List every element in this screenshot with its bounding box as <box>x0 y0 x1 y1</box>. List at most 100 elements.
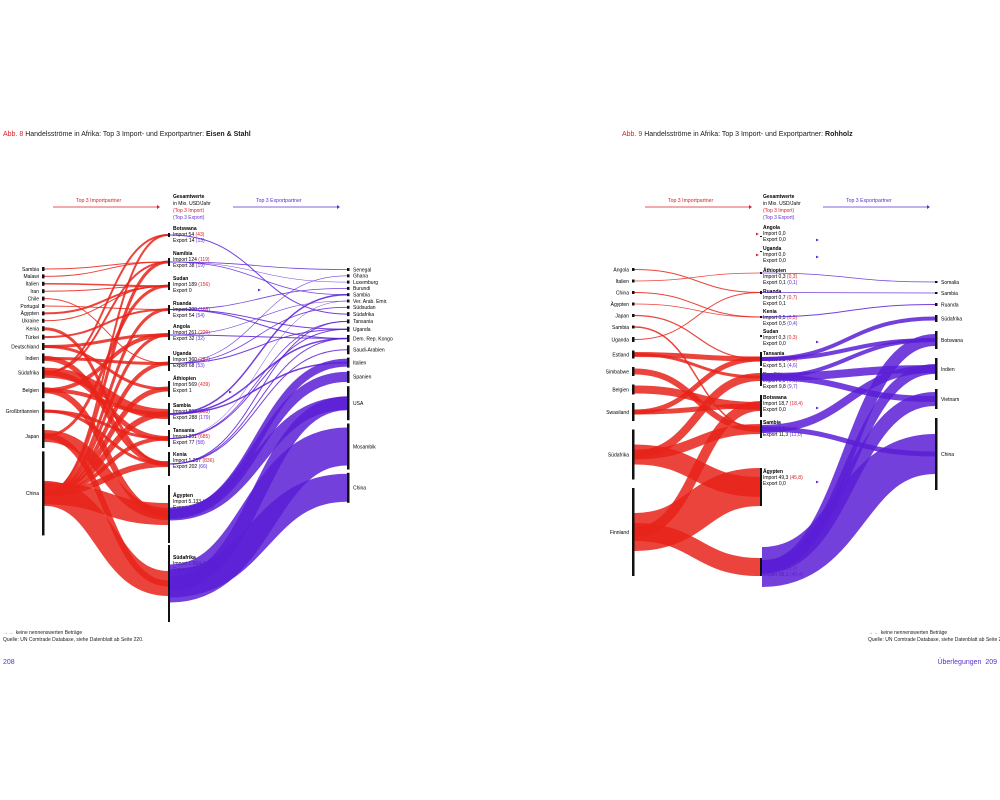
export-top3: (53) <box>196 363 205 369</box>
country-bar <box>760 291 762 294</box>
import-top3: (685) <box>198 434 210 440</box>
export-top3: (179) <box>199 415 211 421</box>
country-bar <box>760 420 762 438</box>
center-header-export: (Top 3 Export) <box>763 215 795 221</box>
export-partner-bar <box>935 418 938 490</box>
country-export: Export 0,1 <box>763 301 786 307</box>
country-name: Ägypten <box>173 492 193 499</box>
export-arrow-label: Top 3 Exportpartner <box>256 198 302 204</box>
import-top3: (18,4) <box>790 401 803 407</box>
export-flow <box>761 272 936 283</box>
export-flow <box>761 364 936 572</box>
export-partner-label: Sambia <box>941 291 958 297</box>
country-import: Import 189 (156) <box>173 282 210 288</box>
export-flow <box>169 288 348 310</box>
import-partner-label: Simbabwe <box>606 369 630 375</box>
country-name: Ägypten <box>763 468 783 475</box>
import-flow <box>634 292 761 318</box>
import-partner-bar <box>632 403 635 421</box>
country-import: Import 49,3 (45,8) <box>763 475 803 481</box>
import-partner-label: Ägypten <box>21 310 40 317</box>
export-flow <box>169 338 348 465</box>
import-flow <box>634 269 761 293</box>
export-top3: (66) <box>199 464 208 470</box>
import-flow <box>44 308 169 339</box>
import-partner-bar <box>42 318 45 323</box>
import-flow <box>44 298 169 364</box>
import-partner-bar <box>632 337 635 342</box>
zero-value-arrow-icon <box>816 238 819 242</box>
country-export: Export 0,0 <box>763 481 786 487</box>
country-bar <box>168 233 170 237</box>
import-partner-label: China <box>616 290 629 296</box>
import-partner-label: Malawi <box>23 274 39 280</box>
country-bar <box>168 330 170 340</box>
export-partner-bar <box>347 319 350 324</box>
country-export: Export 0,0 <box>763 407 786 413</box>
country-name: Sudan <box>173 276 188 282</box>
country-name: Tansania <box>173 428 195 434</box>
zero-value-arrow-icon <box>816 340 819 344</box>
country-name: Namibia <box>173 251 193 257</box>
import-partner-bar <box>632 268 635 271</box>
export-top3: (32) <box>196 336 205 342</box>
export-top3: (19) <box>196 263 205 269</box>
zero-value-arrow-icon <box>816 406 819 410</box>
export-partner-label: China <box>353 486 366 492</box>
export-flow <box>169 328 348 364</box>
import-partner-label: Japan <box>25 434 39 440</box>
export-partner-bar <box>347 305 350 309</box>
export-partner-bar <box>347 345 350 355</box>
import-flow <box>634 303 761 318</box>
export-flow <box>169 334 348 339</box>
export-partner-bar <box>935 292 938 294</box>
export-partner-bar <box>935 281 938 283</box>
export-partner-bar <box>347 286 350 290</box>
export-arrow-head-icon <box>927 205 930 209</box>
country-import: Import 54 (43) <box>173 232 205 238</box>
zero-value-arrow-icon <box>756 232 759 236</box>
country-name: Uganda <box>173 351 192 357</box>
country-export: Export 0,0 <box>763 237 786 243</box>
country-bar <box>168 282 170 290</box>
export-flow <box>169 320 348 465</box>
export-partner-label: Südafrika <box>941 316 962 322</box>
import-partner-label: Belgien <box>22 388 39 394</box>
export-partner-label: Burundi <box>353 286 370 292</box>
chart-title-abb8: Abb. 8 Handelsströme in Afrika: Top 3 Im… <box>3 131 251 138</box>
export-flow <box>169 309 348 339</box>
export-partner-label: Tansania <box>353 319 373 325</box>
import-partner-bar <box>632 279 635 283</box>
country-export: Export 5,1 (4,6) <box>763 363 798 369</box>
import-arrow-head-icon <box>749 205 752 209</box>
chart-title-abb9: Abb. 9 Handelsströme in Afrika: Top 3 Im… <box>622 131 853 138</box>
import-partner-bar <box>42 304 45 308</box>
export-partner-bar <box>347 299 350 303</box>
import-top3: (439) <box>198 382 210 388</box>
country-export: Export 0,1 (0,1) <box>763 280 798 286</box>
export-flow <box>169 337 348 415</box>
country-bar <box>760 335 762 337</box>
import-partner-bar <box>42 296 45 301</box>
country-bar <box>168 258 170 266</box>
export-flow <box>169 261 348 283</box>
import-partner-label: Südafrika <box>608 452 629 458</box>
import-flow <box>634 292 761 340</box>
export-partner-label: Ver. Arab. Emir. <box>353 299 387 305</box>
country-import: Import 18,7 (18,4) <box>763 401 803 407</box>
export-top3: (0,1) <box>787 280 798 286</box>
import-partner-label: Estland <box>612 352 629 358</box>
country-name: Uganda <box>763 246 782 252</box>
country-name: Kenia <box>763 309 777 315</box>
import-partner-bar <box>632 488 635 576</box>
import-top3: (0,3) <box>787 274 798 280</box>
export-flow <box>169 306 348 364</box>
import-top3: (168) <box>198 307 210 313</box>
zero-value-arrow-icon <box>258 288 261 292</box>
export-flow <box>169 234 348 315</box>
export-partner-label: Südafrika <box>353 312 374 318</box>
import-partner-bar <box>42 451 45 536</box>
country-import: Import 0,3 (0,3) <box>763 274 798 280</box>
zero-value-arrow-icon <box>229 390 232 394</box>
export-partner-label: Italien <box>353 360 367 366</box>
